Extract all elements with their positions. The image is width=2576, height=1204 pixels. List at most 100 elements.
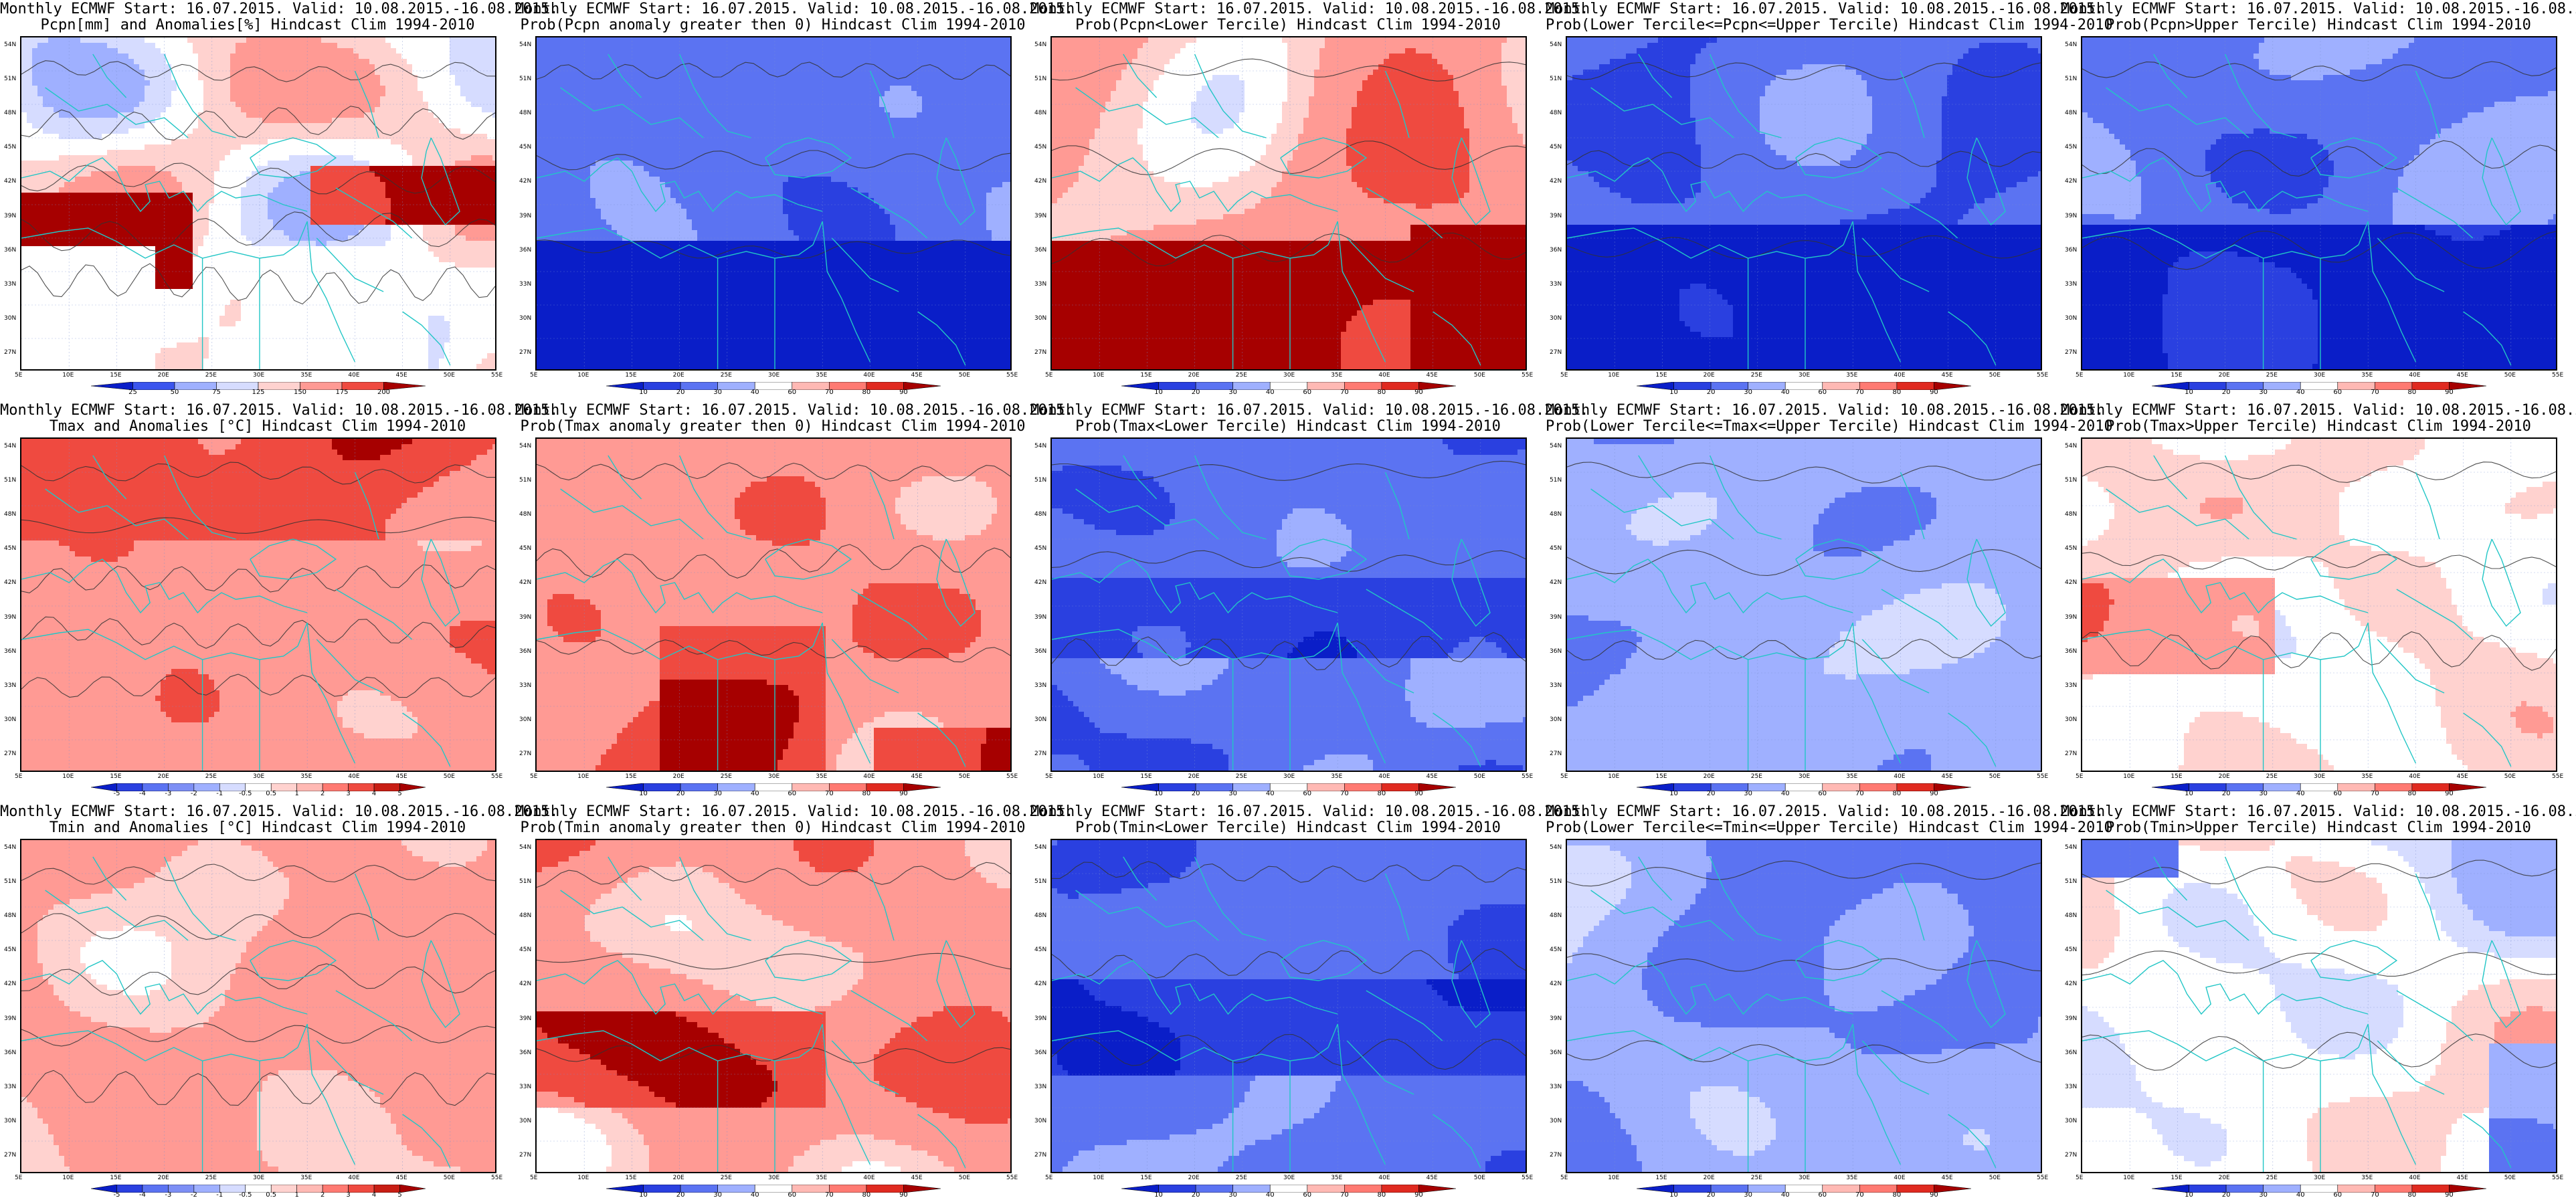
lon-tick-label: 30E	[253, 773, 264, 780]
lon-tick-label: 20E	[158, 1175, 169, 1181]
lat-tick-label: 27N	[519, 1152, 531, 1159]
lon-tick-label: 15E	[1655, 773, 1667, 780]
lat-tick-label: 54N	[4, 443, 16, 449]
colorbar-tick-label: 30	[1744, 790, 1752, 797]
colorbar-segment	[903, 783, 941, 791]
lon-tick-label: 25E	[1751, 1175, 1762, 1181]
colorbar-tick-label: 0.5	[266, 1191, 276, 1199]
forecast-map	[2081, 437, 2557, 772]
lon-tick-label: 40E	[1894, 773, 1905, 780]
colorbar-segment	[349, 783, 374, 791]
panel-title-line1: Monthly ECMWF Start: 16.07.2015. Valid: …	[1030, 403, 1546, 419]
lon-tick-label: 45E	[1427, 1175, 1438, 1181]
lon-tick-label: 45E	[1427, 372, 1438, 379]
colorbar-segment	[1159, 1185, 1196, 1193]
map-panel-tmin-prob-upper: Monthly ECMWF Start: 16.07.2015. Valid: …	[2061, 803, 2576, 1204]
lat-tick-label: 54N	[4, 41, 16, 48]
lat-tick-label: 36N	[519, 1049, 531, 1056]
colorbar-tick-label: 90	[1414, 790, 1423, 797]
lat-tick-label: 36N	[2065, 648, 2077, 655]
lon-tick-label: 20E	[1704, 1175, 1715, 1181]
colorbar-segment	[1344, 1185, 1382, 1193]
colorbar-segment	[792, 382, 830, 390]
lon-tick-label: 25E	[1236, 372, 1247, 379]
lat-tick-label: 27N	[1550, 750, 1562, 757]
panel-title-line1: Monthly ECMWF Start: 16.07.2015. Valid: …	[1546, 804, 2061, 820]
lon-tick-label: 35E	[2361, 773, 2373, 780]
lat-tick-label: 51N	[519, 76, 531, 82]
lon-tick-label: 25E	[721, 1175, 732, 1181]
lat-tick-label: 42N	[2065, 178, 2077, 185]
colorbar-tick-label: 80	[1378, 790, 1386, 797]
lat-tick-label: 48N	[519, 912, 531, 919]
lon-tick-label: 30E	[1799, 1175, 1810, 1181]
lon-tick-label: 40E	[863, 372, 875, 379]
lat-tick-label: 27N	[4, 750, 16, 757]
lon-tick-label: 40E	[1378, 372, 1390, 379]
colorbar-tick-label: 40	[1781, 790, 1790, 797]
lon-tick-label: 55E	[1006, 1175, 1018, 1181]
lon-tick-label: 35E	[300, 372, 312, 379]
lat-tick-label: 51N	[1550, 76, 1562, 82]
colorbar-tick-label: 70	[1340, 389, 1349, 396]
lat-tick-label: 27N	[519, 750, 531, 757]
panel-title-line1: Monthly ECMWF Start: 16.07.2015. Valid: …	[1030, 804, 1546, 820]
lat-tick-label: 27N	[2065, 349, 2077, 356]
colorbar-segment	[1897, 1185, 1934, 1193]
lat-tick-label: 48N	[4, 511, 16, 518]
lat-tick-label: 54N	[4, 844, 16, 851]
forecast-map	[1050, 839, 1527, 1173]
panel-title-line1: Monthly ECMWF Start: 16.07.2015. Valid: …	[2061, 804, 2576, 820]
colorbar-segment	[1934, 783, 1971, 791]
colorbar-tick-label: -3	[165, 1191, 171, 1199]
colorbar-tick-label: 90	[1930, 1191, 1938, 1199]
colorbar-tick-label: 30	[713, 790, 722, 797]
colorbar-segment	[718, 382, 755, 390]
lat-tick-label: 30N	[2065, 315, 2077, 322]
lon-tick-label: 10E	[62, 372, 74, 379]
colorbar: 10 20 30 40 60 70 80 90	[1637, 380, 1971, 399]
colorbar-tick-label: 60	[1818, 1191, 1827, 1199]
lon-tick-label: 15E	[1655, 372, 1667, 379]
lat-tick-label: 45N	[519, 545, 531, 552]
colorbar-tick-label: 20	[2222, 1191, 2231, 1199]
colorbar-tick-label: 30	[713, 1191, 722, 1199]
lon-tick-label: 45E	[2457, 773, 2468, 780]
colorbar-tick-label: 10	[639, 790, 648, 797]
colorbar-segment	[2338, 1185, 2375, 1193]
lat-tick-label: 33N	[2065, 281, 2077, 288]
lat-tick-label: 36N	[1550, 247, 1562, 254]
colorbar-tick-label: 150	[294, 389, 306, 396]
colorbar-tick-label: 60	[788, 389, 796, 396]
colorbar-segment	[1159, 382, 1196, 390]
lon-tick-label: 15E	[110, 1175, 121, 1181]
lon-tick-label: 35E	[2361, 1175, 2373, 1181]
map-panel-tmin-prob-middle: Monthly ECMWF Start: 16.07.2015. Valid: …	[1546, 803, 2061, 1204]
lon-tick-label: 50E	[959, 773, 970, 780]
lat-tick-label: 39N	[4, 614, 16, 621]
lat-tick-label: 27N	[1034, 750, 1046, 757]
colorbar-segment	[1934, 382, 1971, 390]
lon-tick-label: 35E	[2361, 372, 2373, 379]
lat-tick-label: 51N	[519, 878, 531, 885]
lat-tick-label: 39N	[519, 213, 531, 219]
colorbar-tick-label: -2	[191, 1191, 197, 1199]
lon-tick-label: 50E	[959, 1175, 970, 1181]
lon-tick-label: 20E	[673, 773, 684, 780]
lon-tick-label: 45E	[2457, 1175, 2468, 1181]
map-panel-tmax-prob-middle: Monthly ECMWF Start: 16.07.2015. Valid: …	[1546, 401, 2061, 803]
colorbar-segment	[349, 1185, 374, 1193]
lon-tick-label: 40E	[863, 773, 875, 780]
lon-tick-label: 25E	[1751, 372, 1762, 379]
colorbar-segment	[1233, 1185, 1271, 1193]
lat-tick-label: 54N	[2065, 443, 2077, 449]
lat-tick-label: 39N	[1550, 614, 1562, 621]
field-svg	[1567, 840, 2042, 1173]
colorbar-segment	[1711, 783, 1748, 791]
lat-tick-label: 39N	[1550, 1015, 1562, 1022]
lat-tick-label: 30N	[519, 716, 531, 723]
lon-tick-label: 10E	[2123, 372, 2134, 379]
lon-tick-label: 55E	[2552, 773, 2563, 780]
colorbar-tick-label: 0.5	[266, 790, 276, 797]
lat-tick-label: 30N	[1550, 315, 1562, 322]
